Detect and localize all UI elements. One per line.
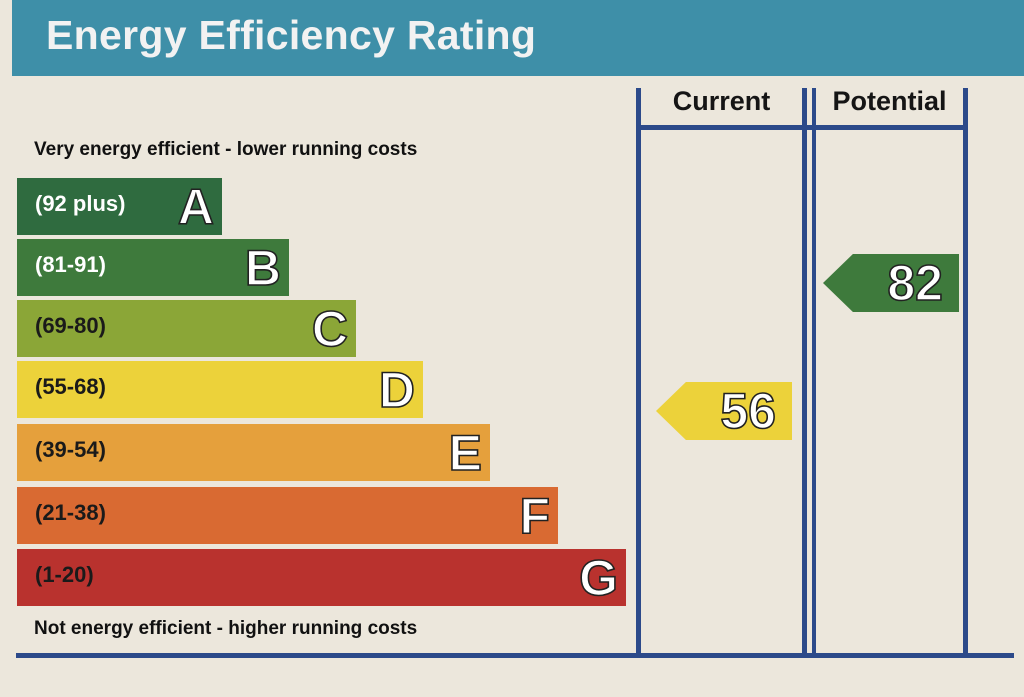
right-divider bbox=[963, 88, 968, 654]
current-rating-value: 56 bbox=[720, 382, 777, 440]
band-range-label: (1-20) bbox=[35, 562, 94, 587]
current-rating-arrow: 56 bbox=[656, 382, 792, 440]
band-letter: B bbox=[244, 239, 282, 297]
potential-rating-value: 82 bbox=[887, 254, 944, 312]
band-range-label: (81-91) bbox=[35, 252, 106, 277]
band-range-label: (21-38) bbox=[35, 500, 106, 525]
bottom-caption: Not energy efficient - higher running co… bbox=[34, 618, 418, 639]
potential-rating-arrow: 82 bbox=[823, 254, 959, 312]
band-range-label: (39-54) bbox=[35, 437, 106, 462]
header-bar: Energy Efficiency Rating bbox=[12, 0, 1024, 76]
band-d: (55-68) D bbox=[17, 361, 423, 419]
band-letter: A bbox=[177, 178, 215, 236]
band-b: (81-91) B bbox=[17, 239, 289, 297]
band-e: (39-54) E bbox=[17, 424, 490, 482]
band-range-label: (69-80) bbox=[35, 313, 106, 338]
band-letter: G bbox=[578, 549, 619, 607]
band-c: (69-80) C bbox=[17, 300, 356, 358]
band-a: (92 plus) A bbox=[17, 178, 222, 236]
potential-column-header: Potential bbox=[832, 86, 947, 116]
band-letter: F bbox=[519, 487, 551, 545]
page-title: Energy Efficiency Rating bbox=[46, 12, 537, 58]
band-f: (21-38) F bbox=[17, 487, 558, 545]
header-underline bbox=[636, 125, 968, 130]
middle-divider-inner bbox=[812, 88, 816, 654]
band-g: (1-20) G bbox=[17, 549, 626, 607]
band-letter: E bbox=[448, 424, 483, 482]
band-letter: D bbox=[378, 361, 416, 419]
band-letter: C bbox=[311, 300, 349, 358]
current-column-header: Current bbox=[672, 86, 771, 116]
bottom-border bbox=[16, 653, 1014, 658]
band-range-label: (92 plus) bbox=[35, 191, 126, 216]
middle-divider bbox=[802, 88, 807, 654]
top-caption: Very energy efficient - lower running co… bbox=[34, 139, 418, 160]
left-divider bbox=[636, 88, 641, 654]
band-range-label: (55-68) bbox=[35, 374, 106, 399]
